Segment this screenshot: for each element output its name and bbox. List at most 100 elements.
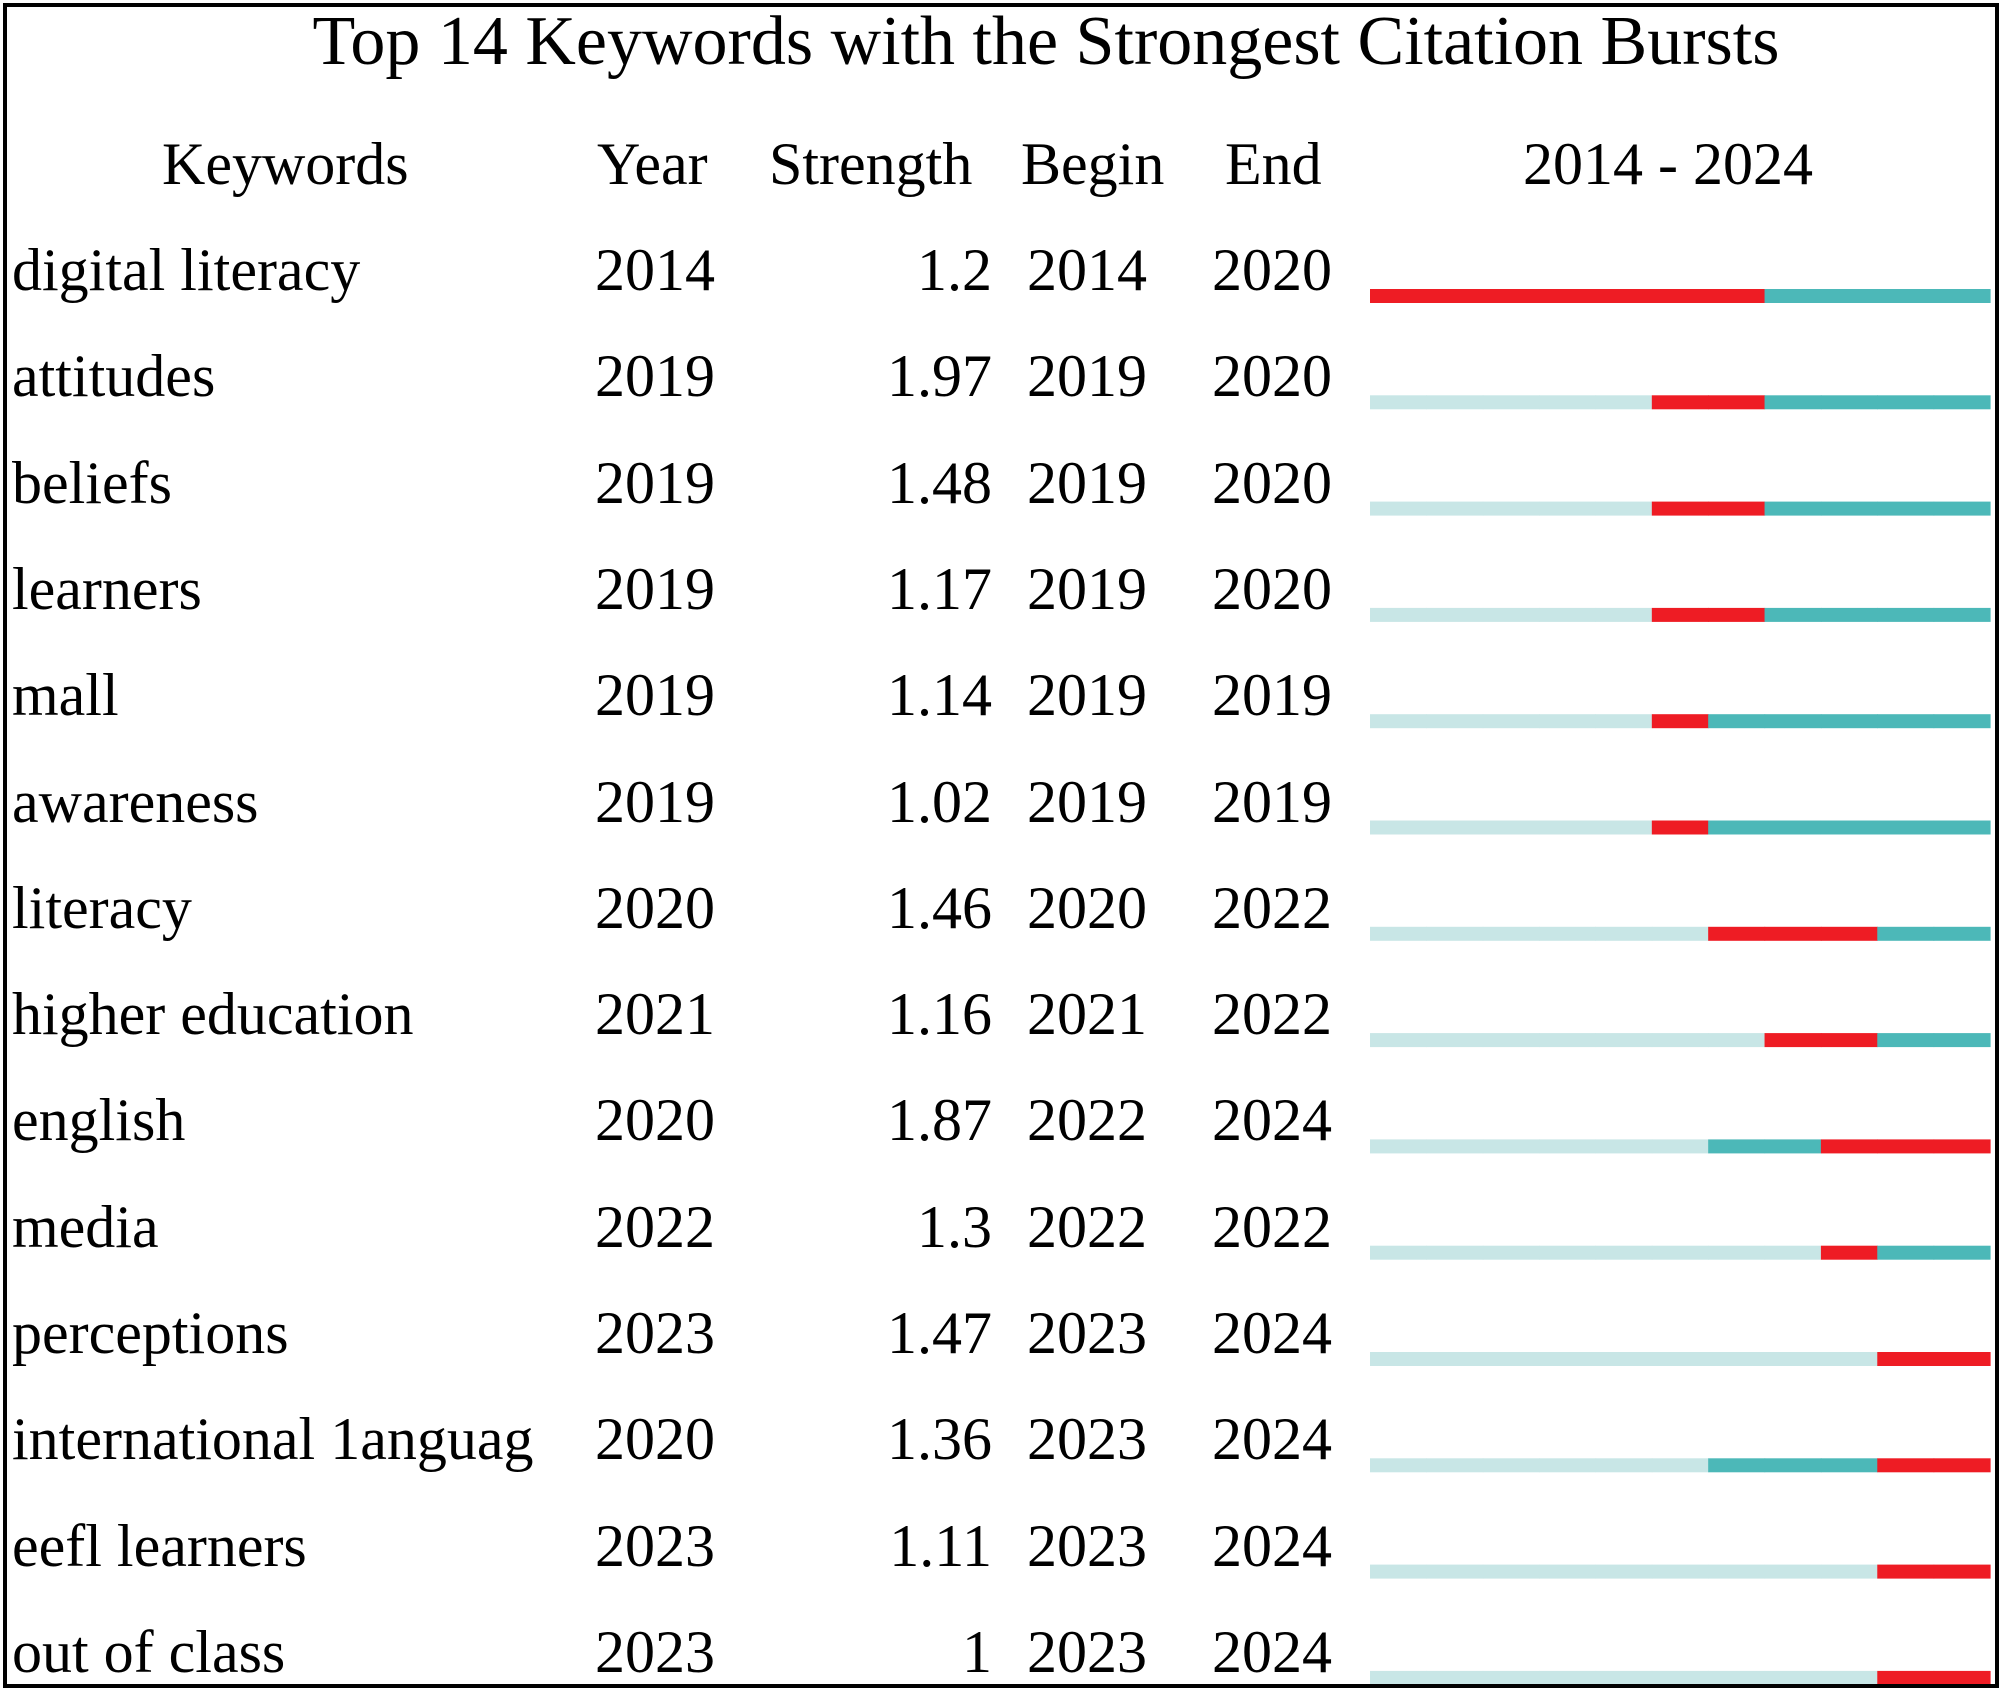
inactive-segment xyxy=(1539,1033,1597,1048)
end-cell: 2020 xyxy=(1212,449,1332,516)
inactive-segment xyxy=(1370,501,1427,516)
begin-cell: 2022 xyxy=(1027,1193,1147,1260)
inactive-segment xyxy=(1482,1458,1540,1473)
inactive-segment xyxy=(1539,501,1597,516)
burst-segment xyxy=(1820,1033,1878,1048)
inactive-segment xyxy=(1595,1352,1653,1366)
header-range: 2014 - 2024 xyxy=(1523,131,1813,197)
year-cell: 2014 xyxy=(595,237,715,303)
inactive-segment xyxy=(1482,820,1540,835)
burst-segment xyxy=(1820,1139,1878,1154)
burst-segment xyxy=(1877,1670,1935,1684)
inactive-segment xyxy=(1539,926,1597,941)
year-cell: 2019 xyxy=(595,343,715,410)
active-segment xyxy=(1933,1033,1991,1048)
header-keywords: Keywords xyxy=(162,131,409,197)
keyword-cell: beliefs xyxy=(12,449,172,516)
active-segment xyxy=(1877,820,1935,835)
end-cell: 2024 xyxy=(1212,1087,1332,1154)
year-cell: 2022 xyxy=(595,1193,715,1260)
inactive-segment xyxy=(1595,395,1653,410)
strength-cell: 1.02 xyxy=(887,768,992,835)
header-begin: Begin xyxy=(1021,131,1165,197)
end-cell: 2022 xyxy=(1212,874,1332,941)
burst-segment xyxy=(1708,501,1766,516)
inactive-segment xyxy=(1539,1564,1597,1579)
inactive-segment xyxy=(1651,1139,1709,1154)
inactive-segment xyxy=(1539,1139,1597,1154)
year-cell: 2019 xyxy=(595,449,715,516)
year-cell: 2023 xyxy=(595,1618,715,1685)
burst-segment xyxy=(1933,1670,1991,1684)
end-cell: 2024 xyxy=(1212,1618,1332,1685)
active-segment xyxy=(1877,289,1935,303)
begin-cell: 2019 xyxy=(1027,768,1147,835)
strength-cell: 1.87 xyxy=(887,1087,992,1154)
active-segment xyxy=(1933,1245,1991,1260)
keyword-cell: eefl learners xyxy=(12,1512,307,1579)
inactive-segment xyxy=(1482,1033,1540,1048)
burst-segment xyxy=(1370,289,1427,303)
burst-segment xyxy=(1651,395,1709,410)
active-segment xyxy=(1708,820,1766,835)
year-cell: 2023 xyxy=(595,1300,715,1366)
header-strength: Strength xyxy=(769,131,973,197)
keyword-cell: literacy xyxy=(12,874,192,941)
inactive-segment xyxy=(1651,1033,1709,1048)
keyword-cell: learners xyxy=(12,555,202,622)
active-segment xyxy=(1877,501,1935,516)
end-cell: 2024 xyxy=(1212,1300,1332,1366)
begin-cell: 2019 xyxy=(1027,343,1147,410)
inactive-segment xyxy=(1539,1670,1597,1684)
active-segment xyxy=(1820,289,1878,303)
inactive-segment xyxy=(1370,607,1427,622)
burst-segment xyxy=(1708,926,1766,941)
inactive-segment xyxy=(1370,1245,1427,1260)
inactive-segment xyxy=(1651,1352,1709,1366)
begin-cell: 2019 xyxy=(1027,662,1147,729)
inactive-segment xyxy=(1708,1564,1766,1579)
inactive-segment xyxy=(1708,1033,1766,1048)
active-segment xyxy=(1933,289,1991,303)
inactive-segment xyxy=(1539,714,1597,729)
strength-cell: 1.16 xyxy=(887,981,992,1048)
inactive-segment xyxy=(1426,1245,1484,1260)
active-segment xyxy=(1933,607,1991,622)
inactive-segment xyxy=(1651,1458,1709,1473)
active-segment xyxy=(1764,1139,1822,1154)
burst-table: Top 14 Keywords with the Strongest Citat… xyxy=(3,3,1999,1688)
burst-segment xyxy=(1708,607,1766,622)
inactive-segment xyxy=(1482,1670,1540,1684)
burst-bars xyxy=(1370,289,1991,1684)
begin-cell: 2022 xyxy=(1027,1087,1147,1154)
burst-segment xyxy=(1651,289,1709,303)
inactive-segment xyxy=(1820,1670,1878,1684)
chart-title: Top 14 Keywords with the Strongest Citat… xyxy=(312,3,1780,80)
active-segment xyxy=(1820,501,1878,516)
active-segment xyxy=(1933,714,1991,729)
end-cell: 2022 xyxy=(1212,981,1332,1048)
keyword-cell: international 1anguag xyxy=(12,1406,534,1473)
burst-segment xyxy=(1933,1139,1991,1154)
inactive-segment xyxy=(1595,1670,1653,1684)
strength-cell: 1.17 xyxy=(887,555,992,622)
active-segment xyxy=(1877,1033,1935,1048)
active-segment xyxy=(1820,607,1878,622)
inactive-segment xyxy=(1482,1352,1540,1366)
inactive-segment xyxy=(1370,820,1427,835)
inactive-segment xyxy=(1482,501,1540,516)
active-segment xyxy=(1764,395,1822,410)
active-segment xyxy=(1933,926,1991,941)
end-cell: 2022 xyxy=(1212,1193,1332,1260)
burst-segment xyxy=(1651,820,1709,835)
inactive-segment xyxy=(1539,607,1597,622)
burst-segment xyxy=(1877,1564,1935,1579)
burst-segment xyxy=(1877,1458,1935,1473)
active-segment xyxy=(1764,1458,1822,1473)
inactive-segment xyxy=(1595,1458,1653,1473)
inactive-segment xyxy=(1595,926,1653,941)
year-cell: 2019 xyxy=(595,555,715,622)
keyword-cell: media xyxy=(12,1193,159,1260)
strength-cell: 1.48 xyxy=(887,449,992,516)
inactive-segment xyxy=(1539,395,1597,410)
